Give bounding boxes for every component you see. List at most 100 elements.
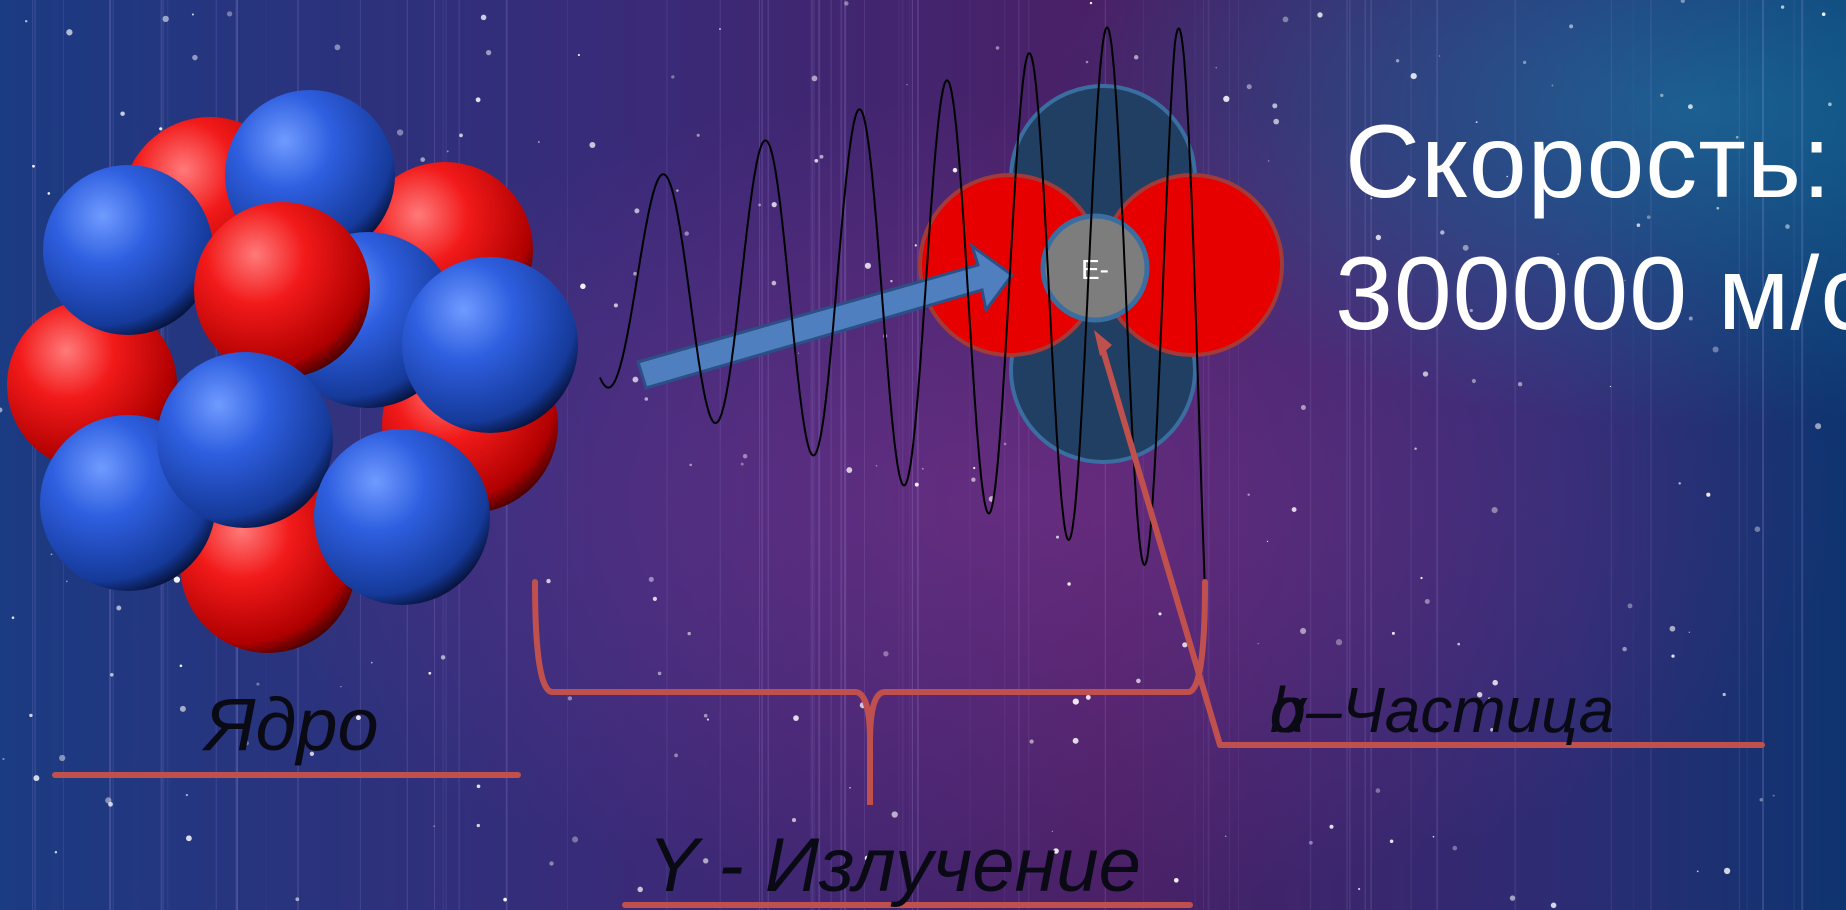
star (396, 129, 404, 136)
star (1300, 405, 1306, 410)
star (1267, 160, 1270, 162)
star (1072, 737, 1079, 744)
star (50, 553, 53, 556)
nucleus-label: Ядро (205, 683, 379, 766)
star (1133, 55, 1139, 60)
star (1158, 612, 1162, 616)
star (1422, 371, 1429, 377)
star (567, 696, 573, 701)
star (1754, 526, 1761, 533)
star (814, 158, 819, 163)
star (676, 189, 679, 192)
star (340, 685, 342, 688)
star (355, 715, 361, 721)
speed-value: 300000 м/с (1335, 236, 1846, 352)
star (191, 13, 194, 16)
alpha-pointer-line (1097, 337, 1223, 748)
star (1426, 706, 1429, 709)
star (632, 376, 639, 383)
star (921, 467, 924, 470)
star (1569, 24, 1574, 29)
star (973, 466, 976, 470)
annotations (52, 330, 1765, 908)
star (1257, 642, 1259, 645)
star (309, 751, 315, 756)
star (1317, 12, 1323, 18)
star (162, 15, 169, 23)
star (1669, 625, 1676, 632)
star (1759, 798, 1763, 802)
star (1414, 447, 1417, 450)
motion-arrow (636, 242, 1015, 390)
star (1712, 346, 1719, 353)
star (65, 580, 68, 583)
gamma-label: Y - Излучение (648, 823, 1141, 908)
star (475, 97, 481, 103)
star (1335, 639, 1343, 646)
star (577, 53, 580, 57)
electron (1040, 213, 1150, 323)
star (428, 671, 432, 675)
star (1223, 95, 1230, 103)
star (244, 740, 249, 746)
star (1785, 224, 1790, 229)
star (54, 851, 58, 854)
star (0, 407, 3, 413)
star (120, 111, 125, 116)
star (1291, 507, 1297, 513)
star (1547, 263, 1553, 269)
star (742, 453, 748, 459)
star (849, 786, 851, 789)
star (1735, 135, 1739, 139)
star (674, 753, 678, 758)
star (1671, 654, 1675, 658)
star (1706, 492, 1711, 497)
nucleus-proton (194, 202, 370, 378)
star (108, 801, 113, 807)
star (179, 664, 183, 668)
speed-title: Скорость: (1345, 104, 1833, 220)
star (1282, 16, 1289, 23)
star (1522, 60, 1527, 65)
star (1067, 582, 1071, 586)
star (1780, 5, 1785, 9)
star (192, 54, 198, 61)
star (1462, 244, 1469, 251)
star (1722, 692, 1726, 697)
star (864, 262, 871, 269)
star (1475, 121, 1478, 124)
star (1375, 788, 1381, 793)
star (1622, 646, 1627, 652)
star (476, 784, 481, 789)
star (1056, 535, 1059, 539)
star (811, 75, 818, 82)
star (1370, 197, 1373, 200)
star (1438, 55, 1441, 57)
star (334, 44, 341, 51)
star (1389, 839, 1394, 844)
star (844, 1, 849, 6)
star (1300, 627, 1307, 635)
star (159, 127, 163, 131)
star (29, 713, 33, 718)
star (1828, 102, 1832, 107)
star (689, 463, 692, 467)
star (719, 28, 721, 30)
star (1492, 679, 1498, 686)
star (1084, 876, 1088, 880)
star (1395, 59, 1400, 63)
star (1490, 727, 1494, 732)
star (657, 671, 662, 676)
gamma-wave (599, 26, 1206, 593)
star (703, 713, 708, 718)
star (684, 231, 689, 236)
star (537, 141, 540, 143)
star (671, 75, 675, 79)
star (1440, 230, 1445, 235)
star (1391, 631, 1395, 635)
star (1224, 835, 1227, 838)
star (1246, 84, 1252, 90)
star (1688, 316, 1693, 321)
star (1408, 318, 1411, 321)
